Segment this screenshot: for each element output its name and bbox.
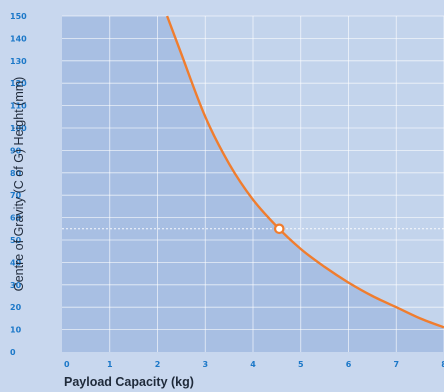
x-tick-label: 2: [155, 360, 161, 369]
x-tick-label: 6: [346, 360, 352, 369]
y-tick-label: 40: [10, 258, 22, 267]
y-tick-label: 150: [10, 12, 27, 21]
x-tick-label: 8: [441, 360, 444, 369]
x-tick-labels: 0 1 2 3 4 5 6 7 8: [64, 360, 444, 369]
y-tick-label: 70: [10, 191, 22, 200]
y-tick-label: 20: [10, 303, 22, 312]
y-tick-label: 110: [10, 102, 27, 111]
x-axis-title: Payload Capacity (kg): [64, 375, 194, 389]
y-tick-label: 120: [10, 79, 27, 88]
y-tick-label: 90: [10, 146, 22, 155]
y-tick-label: 0: [10, 348, 16, 357]
x-tick-label: 7: [393, 360, 399, 369]
payload-curve: [165, 15, 444, 329]
x-tick-label: 1: [107, 360, 113, 369]
operating-point-marker: [273, 223, 285, 235]
y-tick-labels: 0 10 20 30 40 50 60 70 80 90 100 110 120 130 140 150: [10, 12, 27, 357]
x-tick-label: 0: [64, 360, 70, 369]
y-tick-label: 130: [10, 57, 27, 66]
x-tick-label: 5: [298, 360, 304, 369]
grid: [62, 15, 444, 352]
y-axis-title: Centre of Gravity (C of G) Height (mm): [12, 77, 26, 292]
x-tick-label: 3: [202, 360, 208, 369]
y-tick-label: 10: [10, 326, 22, 335]
y-tick-label: 30: [10, 281, 22, 290]
y-tick-label: 80: [10, 169, 22, 178]
y-tick-label: 100: [10, 124, 27, 133]
x-tick-label: 4: [250, 360, 256, 369]
y-tick-label: 60: [10, 214, 22, 223]
y-tick-label: 50: [10, 236, 22, 245]
y-tick-label: 140: [10, 34, 27, 43]
